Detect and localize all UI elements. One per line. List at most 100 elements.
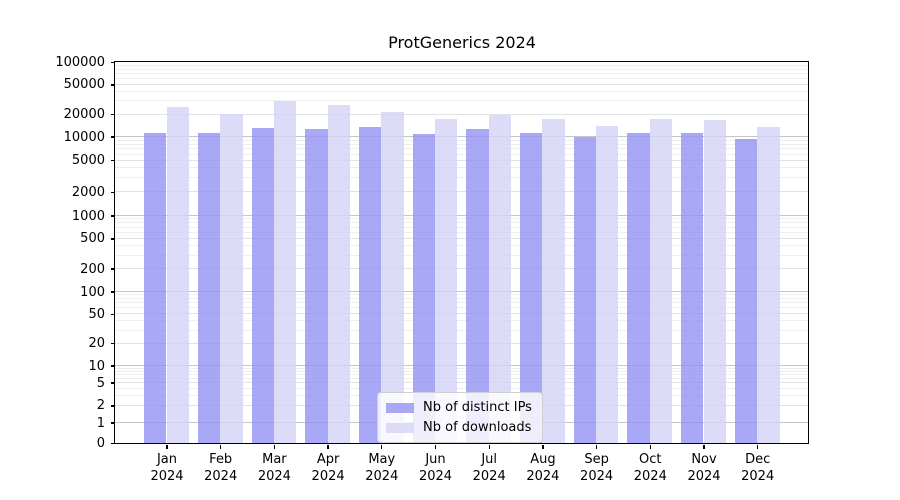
bar-nb-of-distinct-ips-jun — [412, 134, 435, 443]
x-tick-mark-feb — [220, 444, 222, 449]
x-tick-mark-dec — [757, 444, 759, 449]
legend-label: Nb of downloads — [423, 420, 532, 435]
x-tick-month: Oct — [639, 452, 662, 467]
x-tick-year: 2024 — [311, 469, 345, 484]
gridline-6 — [115, 377, 808, 379]
bar-nb-of-distinct-ips-nov — [681, 132, 704, 443]
y-tick-label-10000: 10000 — [63, 129, 105, 145]
legend-swatch-nb-of-downloads — [386, 422, 414, 433]
gridline-4 — [115, 387, 808, 389]
gridline-600 — [115, 231, 808, 233]
y-tick-mark-50 — [110, 313, 115, 315]
gridline-5 — [115, 382, 808, 384]
y-tick-label-1000: 1000 — [71, 208, 105, 224]
grid-layer — [115, 62, 808, 443]
x-tick-mark-jan — [166, 444, 168, 449]
y-tick-label-200: 200 — [80, 261, 105, 277]
y-tick-label-50: 50 — [88, 306, 105, 322]
y-tick-label-0: 0 — [96, 436, 105, 451]
gridline-60000 — [115, 78, 808, 80]
y-tick-label-100000: 100000 — [55, 55, 105, 70]
gridline-4000 — [115, 167, 808, 169]
gridline-400 — [115, 245, 808, 247]
x-tick-year: 2024 — [526, 469, 560, 484]
y-tick-label-2000: 2000 — [71, 184, 105, 200]
y-tick-label-20: 20 — [88, 336, 105, 352]
gridline-60 — [115, 307, 808, 309]
y-tick-mark-10000 — [110, 136, 115, 138]
y-tick-mark-5 — [110, 382, 115, 384]
x-tick-year: 2024 — [418, 469, 453, 484]
y-tick-mark-1 — [110, 422, 115, 424]
y-tick-mark-20000 — [110, 113, 115, 116]
x-tick-year: 2024 — [365, 469, 399, 484]
plot-area — [114, 61, 809, 444]
gridline-5000 — [115, 159, 808, 161]
bar-nb-of-downloads-jun — [435, 119, 458, 443]
gridline-300 — [115, 254, 808, 256]
gridline-7000 — [115, 148, 808, 150]
gridline-30 — [115, 329, 808, 331]
x-tick-year: 2024 — [204, 469, 238, 484]
x-tick-month: Jan — [156, 452, 178, 467]
legend-swatch-nb-of-distinct-ips — [386, 402, 414, 413]
gridline-3000 — [115, 177, 808, 179]
x-tick-month: Aug — [530, 452, 556, 467]
legend-entry-nb-of-downloads: Nb of downloads — [386, 419, 532, 436]
y-tick-label-2: 2 — [96, 398, 105, 414]
x-tick-year: 2024 — [472, 469, 506, 484]
gridline-900 — [115, 218, 808, 220]
gridline-700 — [115, 226, 808, 228]
gridline-200 — [115, 268, 808, 270]
gridline-30000 — [115, 100, 808, 102]
gridline-70 — [115, 302, 808, 304]
x-tick-label-apr: Apr 2024 — [296, 451, 360, 485]
legend: Nb of distinct IPs Nb of downloads — [377, 392, 543, 443]
gridline-50000 — [115, 83, 808, 85]
x-tick-label-dec: Dec 2024 — [726, 451, 790, 485]
y-tick-mark-0 — [110, 442, 115, 445]
bars-layer — [115, 62, 808, 443]
gridline-40 — [115, 320, 808, 322]
gridline-40000 — [115, 91, 808, 93]
gridline-9000 — [115, 139, 808, 141]
bar-nb-of-downloads-sep — [596, 125, 619, 443]
gridline-1000 — [115, 215, 808, 216]
gridline-800 — [115, 222, 808, 224]
gridline-7 — [115, 373, 808, 375]
gridline-20000 — [115, 113, 808, 115]
x-tick-year: 2024 — [633, 469, 667, 484]
bar-nb-of-downloads-mar — [273, 100, 297, 443]
bar-nb-of-downloads-oct — [649, 118, 673, 443]
x-tick-label-jan: Jan 2024 — [135, 451, 199, 485]
gridline-10000 — [115, 136, 808, 137]
gridline-8 — [115, 370, 808, 372]
x-tick-year: 2024 — [580, 469, 614, 484]
y-tick-mark-500 — [110, 238, 115, 240]
gridline-80 — [115, 298, 808, 300]
bar-nb-of-downloads-aug — [542, 119, 565, 443]
x-tick-month: May — [368, 452, 396, 467]
gridline-8000 — [115, 143, 808, 145]
x-tick-month: Apr — [316, 452, 340, 467]
y-tick-label-500: 500 — [80, 231, 105, 247]
y-tick-mark-200 — [110, 268, 115, 270]
y-tick-mark-2 — [110, 405, 115, 407]
bar-nb-of-downloads-feb — [220, 114, 243, 443]
x-tick-label-sep: Sep 2024 — [565, 451, 629, 485]
gridline-70000 — [115, 73, 808, 75]
x-tick-month: Jun — [425, 452, 446, 467]
x-tick-month: Mar — [262, 452, 287, 467]
x-tick-mark-jul — [488, 444, 490, 449]
x-tick-month: Feb — [209, 452, 233, 467]
y-tick-mark-20 — [110, 343, 115, 345]
bar-nb-of-downloads-apr — [327, 104, 350, 443]
bar-nb-of-downloads-may — [381, 111, 404, 443]
x-tick-year: 2024 — [687, 469, 721, 484]
chart-title: ProtGenerics 2024 — [388, 33, 536, 52]
gridline-50 — [115, 313, 808, 315]
x-tick-label-oct: Oct 2024 — [618, 451, 682, 485]
bar-nb-of-downloads-jul — [488, 114, 512, 443]
y-tick-label-1: 1 — [96, 415, 105, 431]
x-tick-mark-sep — [595, 444, 598, 449]
